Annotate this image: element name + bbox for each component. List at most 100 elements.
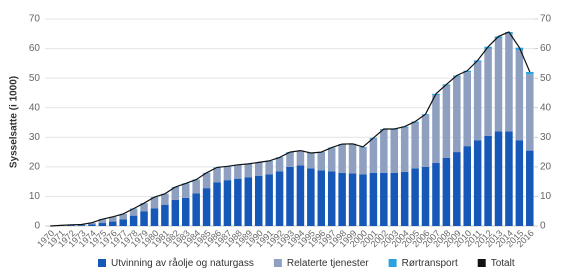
legend-marker	[273, 259, 282, 267]
legend-marker	[477, 259, 486, 267]
bar	[317, 170, 326, 226]
y-tick-label: 60	[29, 43, 41, 54]
bar	[390, 129, 399, 173]
bar	[88, 222, 96, 225]
legend-marker	[98, 259, 106, 267]
y2-tick-label: 0	[540, 221, 546, 232]
bar	[161, 194, 169, 205]
bar	[98, 219, 107, 224]
bar	[202, 188, 211, 226]
bar	[411, 122, 419, 169]
bar	[338, 144, 346, 173]
bar	[181, 184, 190, 198]
bar	[463, 146, 471, 226]
bar	[463, 70, 471, 73]
bar	[202, 173, 211, 189]
bar	[526, 71, 534, 75]
bar	[442, 85, 451, 158]
bar	[77, 225, 86, 226]
bar	[129, 215, 138, 226]
bar	[254, 163, 263, 176]
total-line	[50, 31, 531, 227]
bar	[380, 129, 388, 173]
bar	[109, 221, 117, 226]
y-tick-label: 10	[29, 191, 41, 202]
bar	[150, 208, 159, 226]
bar	[369, 138, 378, 173]
bar	[244, 164, 253, 178]
bar	[505, 131, 513, 226]
bar	[307, 168, 315, 226]
bar	[244, 177, 253, 226]
y-tick-label: 50	[29, 73, 41, 84]
bar	[140, 211, 148, 226]
bar	[348, 173, 357, 226]
bar	[453, 152, 461, 226]
bar	[213, 182, 221, 226]
bar	[453, 76, 461, 153]
bar	[515, 140, 524, 226]
bar	[421, 166, 430, 226]
bar	[109, 217, 117, 222]
bar	[473, 61, 482, 141]
bar	[265, 174, 273, 226]
bar	[442, 157, 451, 226]
bar	[275, 171, 284, 226]
legend-label: Rørtransport	[402, 258, 458, 269]
bar	[359, 174, 367, 226]
bar	[181, 197, 190, 226]
y-tick-label: 20	[29, 161, 41, 172]
bar	[390, 172, 399, 226]
bar	[505, 33, 513, 132]
bar	[296, 151, 305, 166]
bar	[327, 148, 336, 172]
bar	[411, 168, 419, 226]
bar	[286, 152, 294, 167]
bar	[150, 197, 159, 209]
y2-tick-label: 20	[540, 161, 552, 172]
bar	[348, 144, 357, 174]
y2-tick-label: 50	[540, 73, 552, 84]
y-tick-label: 0	[34, 221, 40, 232]
y2-tick-label: 10	[540, 191, 552, 202]
bar	[67, 225, 75, 226]
bar	[400, 171, 409, 226]
bar	[223, 166, 232, 181]
bar	[234, 178, 242, 226]
bar	[494, 36, 503, 39]
bar	[223, 180, 232, 226]
bar	[369, 172, 378, 226]
bar	[88, 224, 96, 226]
bar	[432, 94, 440, 164]
bar	[98, 223, 107, 226]
bar	[463, 72, 471, 147]
bar	[526, 74, 534, 151]
bar	[171, 199, 180, 226]
bar	[327, 171, 336, 226]
bar	[473, 140, 482, 226]
bar	[213, 168, 221, 183]
legend-marker	[388, 259, 397, 267]
bar	[192, 180, 200, 194]
y-tick-label: 70	[29, 14, 41, 25]
bar	[129, 209, 138, 216]
y2-tick-label: 30	[540, 132, 552, 143]
bar	[265, 161, 273, 175]
y-tick-label: 30	[29, 132, 41, 143]
bar	[119, 219, 127, 226]
y2-tick-label: 60	[540, 43, 552, 54]
y2-tick-label: 70	[540, 14, 552, 25]
bar	[338, 172, 346, 226]
y-tick-label: 40	[29, 102, 41, 113]
bar	[317, 152, 326, 171]
bar	[192, 193, 200, 226]
bar	[494, 38, 503, 132]
bar	[484, 48, 492, 136]
legend-label: Relaterte tjenester	[287, 258, 369, 269]
legend-label: Totalt	[491, 258, 515, 269]
bar	[119, 214, 127, 220]
bar	[359, 147, 367, 175]
bar	[171, 187, 180, 200]
bar	[140, 203, 148, 212]
bar	[432, 163, 440, 226]
